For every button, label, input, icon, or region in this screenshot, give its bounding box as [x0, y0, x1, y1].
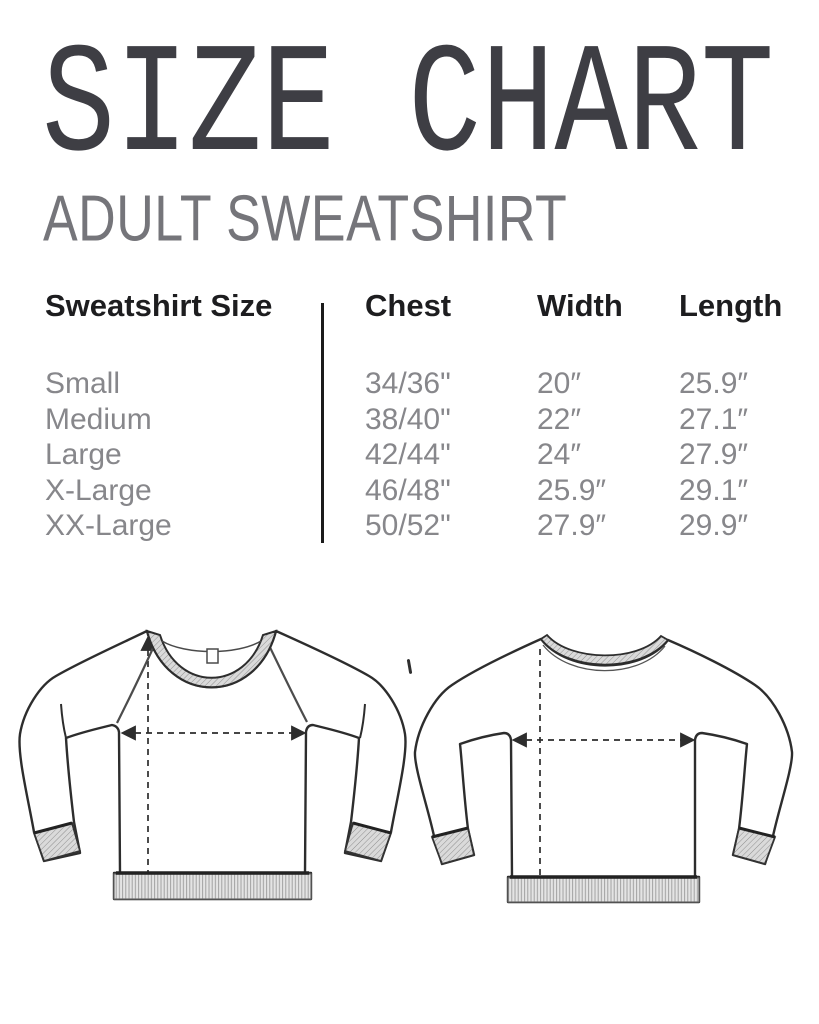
cell-size: X-Large: [45, 473, 152, 507]
cell-width: 24″: [537, 438, 581, 471]
front-neck-label-tag: [206, 648, 219, 664]
cell-length: 29.1″: [679, 473, 749, 507]
cell-size: Small: [45, 367, 121, 400]
table-vertical-divider: [321, 303, 324, 543]
front-body-outline: [18, 629, 407, 901]
cell-chest: 42/44": [365, 438, 451, 471]
cell-size: Large: [45, 438, 122, 471]
sweatshirt-back-diagram: [413, 633, 794, 904]
table-row: Large 42/44" 24″ 27.9″: [0, 437, 774, 473]
back-collar-seam-line: [542, 644, 666, 672]
cell-size: XX-Large: [45, 509, 172, 542]
back-right-cuff-seam: [738, 826, 776, 839]
table-row: Small 34/36" 20″ 25.9″: [0, 366, 774, 402]
cell-chest: 46/48": [365, 473, 451, 507]
cell-width: 22″: [537, 402, 581, 436]
table-header-row: Sweatshirt Size Chest Width Length: [0, 288, 819, 324]
front-collar-band: [145, 629, 278, 689]
front-right-cuff-seam: [352, 821, 392, 835]
column-header-width: Width: [537, 288, 623, 323]
page-subtitle: ADULT SWEATSHIRT: [43, 183, 568, 256]
back-body-outline: [413, 637, 794, 904]
back-left-cuff-seam: [431, 826, 469, 839]
column-header-length: Length: [679, 288, 783, 323]
cell-chest: 50/52": [365, 509, 451, 542]
front-left-cuff-seam: [33, 821, 73, 835]
cell-width: 27.9″: [537, 509, 607, 542]
front-left-sleeve-seam: [60, 703, 67, 739]
table-row: Medium 38/40" 22″ 27.1″: [0, 402, 774, 438]
column-header-size: Sweatshirt Size: [45, 288, 273, 323]
cell-size: Medium: [45, 402, 152, 436]
cell-width: 25.9″: [537, 473, 607, 507]
cell-length: 29.9″: [679, 509, 749, 542]
table-row: XX-Large 50/52" 27.9″ 29.9″: [0, 508, 774, 544]
cell-width: 20″: [537, 367, 581, 400]
cell-chest: 34/36": [365, 367, 451, 400]
cell-chest: 38/40": [365, 402, 451, 436]
cell-length: 27.1″: [679, 402, 749, 436]
front-right-sleeve-seam: [359, 703, 366, 739]
cell-length: 27.9″: [679, 438, 749, 471]
back-collar-band: [539, 633, 670, 666]
cell-length: 25.9″: [679, 367, 749, 400]
sweatshirt-front-diagram: [18, 629, 407, 901]
column-header-chest: Chest: [365, 288, 452, 323]
page-title: SIZE CHART: [42, 18, 775, 197]
table-row: X-Large 46/48" 25.9″ 29.1″: [0, 473, 774, 509]
back-hem-band: [507, 877, 700, 903]
front-hem-band: [113, 873, 312, 900]
size-table-rows: Small 34/36" 20″ 25.9″ Medium 38/40" 22″ 27.1″ L…: [0, 366, 774, 544]
